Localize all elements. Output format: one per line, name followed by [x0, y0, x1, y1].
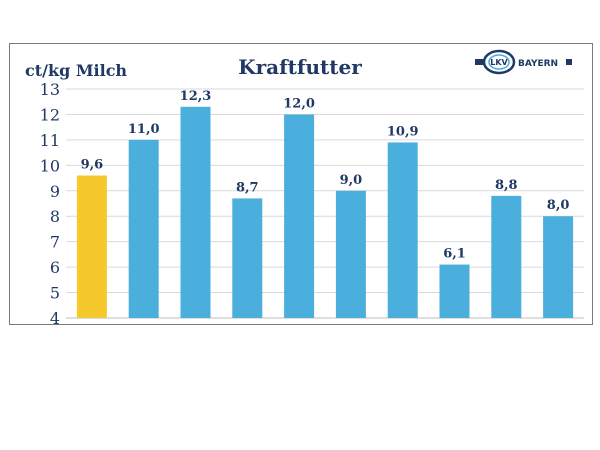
- y-tick-labels: 4 5 6 7 8 9 10 11 12 13: [40, 80, 60, 326]
- y-tick-label: 13: [40, 80, 60, 99]
- logo-text: BAYERN: [518, 59, 558, 69]
- value-label-10: 8,0: [547, 198, 570, 213]
- bar-9: [491, 195, 522, 318]
- y-tick-label: 11: [40, 131, 60, 150]
- chart-title: Kraftfutter: [238, 55, 362, 79]
- y-tick-label: 5: [50, 284, 60, 303]
- y-tick-label: 4: [50, 309, 60, 326]
- y-tick-label: 9: [50, 182, 60, 201]
- value-label-1: 9,6: [81, 158, 104, 173]
- bar-4: [232, 198, 263, 318]
- y-axis-label: ct/kg Milch: [25, 61, 127, 80]
- value-label-3: 12,3: [180, 89, 212, 104]
- bar-1: [76, 175, 107, 318]
- value-label-2: 11,0: [128, 122, 160, 137]
- value-label-7: 10,9: [387, 124, 419, 139]
- bar-10: [543, 216, 574, 318]
- bar-chart: 9,6 11,0 12,3 8,7 12,0 9,0 10,9 6,1 8,8 8,0 4 5 6 7 8…: [25, 55, 584, 326]
- y-tick-label: 10: [40, 156, 60, 175]
- y-tick-label: 6: [50, 258, 60, 277]
- bar-7: [387, 142, 418, 318]
- chart-frame: 9,6 11,0 12,3 8,7 12,0 9,0 10,9 6,1 8,8 8,0 4 5 6 7 8…: [9, 43, 593, 326]
- y-tick-label: 12: [40, 105, 60, 124]
- value-labels: 9,6 11,0 12,3 8,7 12,0 9,0 10,9 6,1 8,8 8,0: [81, 89, 570, 262]
- bar-8: [439, 264, 470, 318]
- value-label-8: 6,1: [443, 247, 466, 262]
- y-tick-label: 8: [50, 207, 60, 226]
- value-label-6: 9,0: [340, 173, 363, 188]
- value-label-5: 12,0: [283, 96, 315, 111]
- lkv-bayern-logo: LKV BAYERN: [475, 49, 572, 75]
- value-label-9: 8,8: [495, 178, 518, 193]
- y-tick-label: 7: [50, 233, 60, 252]
- logo-mark-text: LKV: [490, 58, 508, 67]
- bar-2: [128, 139, 159, 318]
- bar-3: [180, 106, 211, 318]
- bar-5: [284, 114, 315, 318]
- bar-6: [335, 190, 366, 318]
- bars: [76, 106, 574, 318]
- value-label-4: 8,7: [236, 180, 259, 195]
